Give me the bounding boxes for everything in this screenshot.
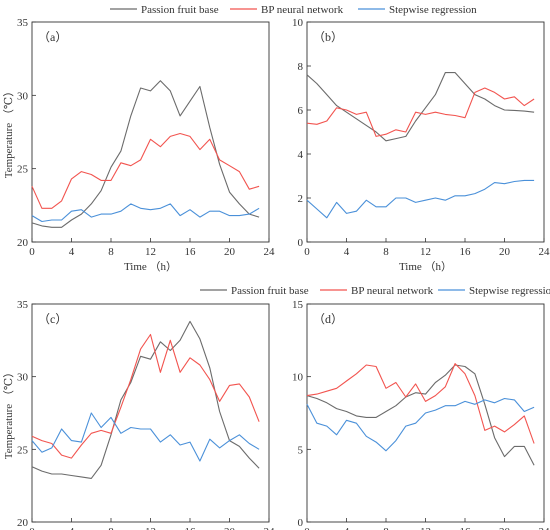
x-tick-label: 4 (344, 246, 350, 258)
x-tick-label: 20 (224, 526, 236, 530)
x-tick-label: 0 (29, 526, 35, 530)
panel-label: （a） (38, 30, 67, 44)
series-line (31, 203, 260, 223)
x-tick-label: 4 (69, 246, 75, 258)
legend-label: Passion fruit base (141, 4, 219, 16)
legend-label: Stepwise regression (389, 4, 477, 16)
x-tick-label: 4 (69, 526, 75, 530)
x-tick-label: 24 (264, 246, 276, 258)
legend-label: Passion fruit base (231, 285, 309, 297)
x-tick-label: 8 (108, 526, 114, 530)
x-tick-label: 8 (383, 526, 389, 530)
x-tick-label: 12 (145, 526, 156, 530)
series-line (306, 363, 535, 444)
x-tick-label: 16 (185, 526, 197, 530)
x-tick-label: 4 (344, 526, 350, 530)
x-tick-label: 24 (264, 526, 276, 530)
x-tick-label: 12 (420, 526, 431, 530)
legend-label: BP neural network (351, 285, 434, 297)
x-tick-label: 20 (224, 246, 236, 258)
x-axis-title: Time （h） (399, 260, 452, 273)
y-tick-label: 30 (17, 90, 29, 102)
y-tick-label: 30 (17, 372, 29, 384)
x-tick-label: 0 (304, 526, 310, 530)
plot-frame (31, 303, 270, 523)
chart-panel: 04812162024051015Time （h）（d） (292, 299, 550, 530)
legend-label: Stepwise regression (469, 285, 550, 297)
y-tick-label: 0 (298, 237, 304, 249)
y-tick-label: 35 (17, 299, 29, 311)
series-line (306, 364, 535, 466)
legend-top: Passion fruit base BP neural network Ste… (110, 4, 477, 16)
series-line (31, 320, 260, 479)
y-tick-label: 15 (292, 299, 304, 311)
y-tick-label: 6 (298, 105, 304, 117)
x-tick-label: 20 (499, 246, 511, 258)
panel-label: （c） (38, 312, 67, 326)
x-tick-label: 16 (185, 246, 197, 258)
y-tick-label: 0 (298, 517, 304, 529)
x-tick-label: 0 (29, 246, 35, 258)
series-line (306, 87, 535, 137)
panel-label: （d） (313, 312, 343, 326)
y-tick-label: 5 (298, 444, 304, 456)
y-tick-label: 4 (298, 149, 304, 161)
y-tick-label: 20 (17, 237, 29, 249)
panel-label: （b） (313, 30, 343, 44)
y-axis-title: Temperature （℃） (2, 367, 15, 459)
chart-panel: 0 4 8 12 16 20 24 20 25 30 35 Time （h） Temperature （… (2, 17, 275, 273)
y-tick-label: 10 (292, 17, 304, 29)
legend-label: BP neural network (261, 4, 344, 16)
series-line (31, 132, 260, 209)
series-line (306, 397, 535, 452)
x-tick-label: 12 (420, 246, 431, 258)
series-line (306, 72, 535, 142)
series-line (306, 179, 535, 219)
x-tick-label: 12 (145, 246, 156, 258)
plot-frame (31, 21, 270, 243)
x-tick-label: 16 (460, 526, 472, 530)
y-tick-label: 8 (298, 61, 304, 73)
series-line (31, 80, 260, 228)
x-tick-label: 24 (539, 246, 550, 258)
y-tick-label: 25 (17, 164, 29, 176)
x-tick-label: 8 (383, 246, 389, 258)
x-tick-label: 24 (539, 526, 550, 530)
y-tick-label: 20 (17, 517, 29, 529)
y-axis-title: Temperature （℃） (2, 86, 15, 178)
y-tick-label: 35 (17, 17, 29, 29)
x-tick-label: 0 (304, 246, 310, 258)
y-tick-label: 2 (298, 193, 304, 205)
series-line (31, 412, 260, 462)
y-tick-label: 10 (292, 372, 304, 384)
x-axis-title: Time （h） (124, 260, 177, 273)
legend-middle: Passion fruit base BP neural network Ste… (200, 285, 550, 297)
x-tick-label: 16 (460, 246, 472, 258)
x-tick-label: 8 (108, 246, 114, 258)
x-tick-label: 20 (499, 526, 511, 530)
series-line (31, 333, 260, 459)
y-tick-label: 25 (17, 444, 29, 456)
